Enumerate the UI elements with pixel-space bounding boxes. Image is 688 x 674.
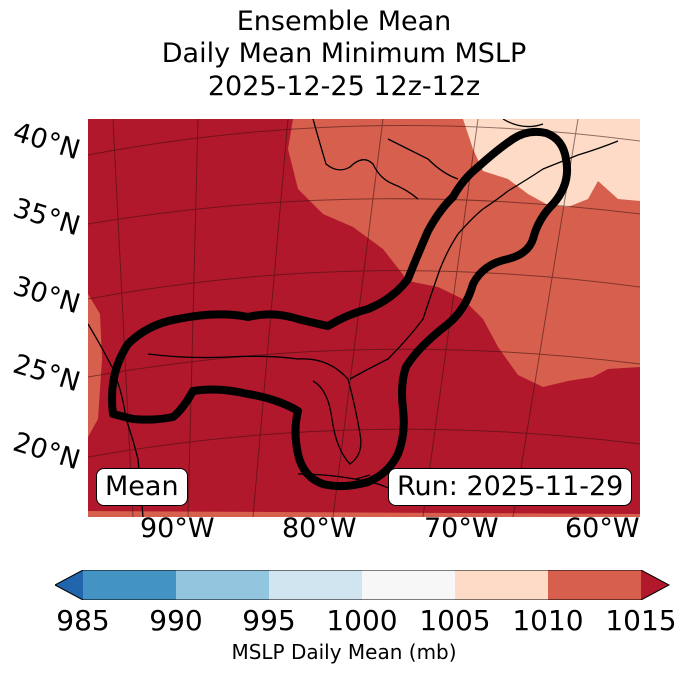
colorbar-bin-995-1000 [269, 570, 362, 600]
mean-label-box: Mean [96, 468, 188, 506]
lon-label-60w: 60°W [565, 513, 640, 544]
band-1010-1015-south [88, 511, 640, 517]
colorbar-tick-995: 995 [242, 604, 296, 637]
chart-title-line-2: Daily Mean Minimum MSLP [161, 38, 527, 69]
lat-label-30: 30°N [9, 270, 84, 321]
coastlines [88, 119, 619, 517]
lat-label-40: 40°N [9, 116, 84, 167]
lon-label-90w: 90°W [140, 513, 215, 544]
colorbar-tick-1010: 1010 [512, 604, 584, 637]
colorbar-bin-1000-1005 [362, 570, 455, 600]
colorbar-bin-1010-1015 [548, 570, 641, 600]
pressure-map [88, 119, 640, 517]
colorbar-extend-low [55, 570, 83, 600]
lat-label-20: 20°N [9, 426, 84, 477]
colorbar-tick-990: 990 [149, 604, 203, 637]
colorbar-bin-1005-1010 [455, 570, 548, 600]
colorbar-label: MSLP Daily Mean (mb) [231, 640, 457, 664]
lat-label-35: 35°N [9, 192, 84, 243]
lat-label-25: 25°N [9, 348, 84, 399]
chart-title-line-3: 2025-12-25 12z-12z [207, 71, 481, 102]
colorbar [55, 570, 671, 600]
colorbar-tick-1000: 1000 [326, 604, 398, 637]
run-date-box: Run: 2025-11-29 [388, 468, 633, 506]
lon-label-70w: 70°W [424, 513, 499, 544]
pressure-contour [108, 127, 572, 491]
colorbar-bin-990-995 [176, 570, 269, 600]
colorbar-tick-1015: 1015 [605, 604, 677, 637]
chart-title-line-1: Ensemble Mean [236, 6, 452, 37]
colorbar-bin-985-990 [83, 570, 176, 600]
colorbar-extend-high [641, 570, 669, 600]
colorbar-tick-1005: 1005 [419, 604, 491, 637]
colorbar-tick-985: 985 [56, 604, 110, 637]
colorbar-outline [55, 570, 671, 600]
lon-label-80w: 80°W [282, 513, 357, 544]
